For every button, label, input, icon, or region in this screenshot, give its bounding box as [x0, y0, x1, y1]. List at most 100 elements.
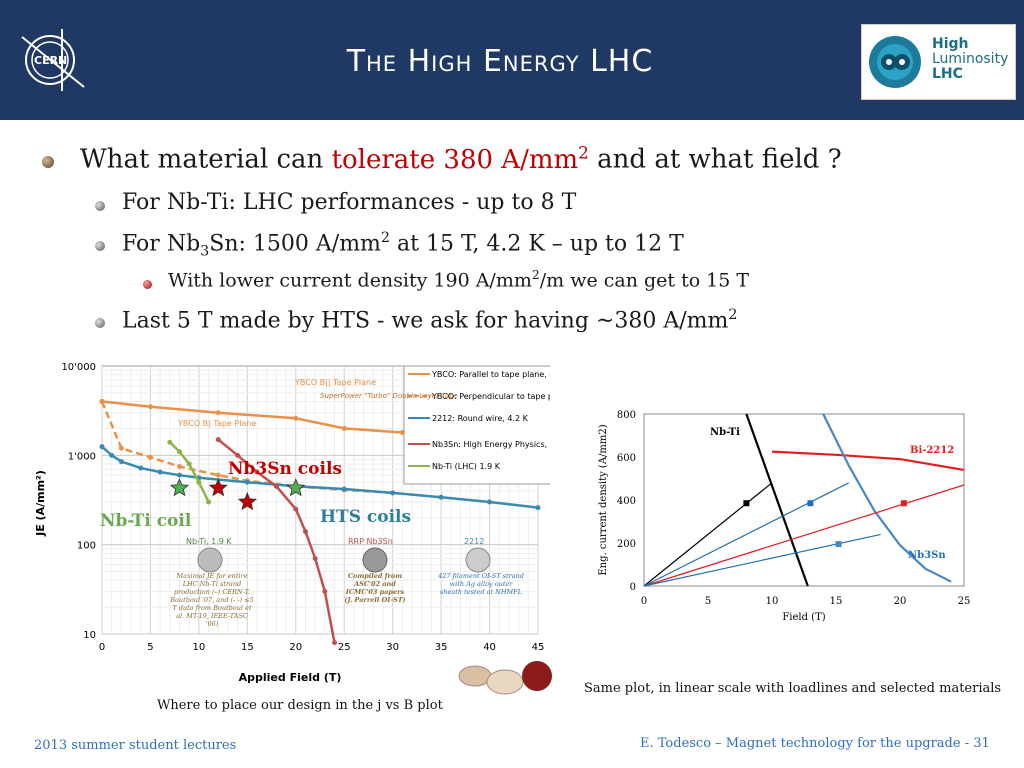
- bullet-lower-current: With lower current density 190 A/mm2/m w…: [168, 268, 750, 292]
- x-tick-label: 35: [435, 642, 448, 653]
- data-point: [341, 486, 347, 492]
- series-line-1: [100, 401, 393, 495]
- data-point: [157, 469, 163, 475]
- x-tick-label: 0: [641, 596, 647, 607]
- strand-images: [458, 661, 552, 695]
- x-tick-label: 40: [483, 642, 496, 653]
- y-tick-label: 10'000: [61, 362, 96, 373]
- hl-lhc-logo-icon: [869, 36, 921, 88]
- data-point: [215, 410, 221, 416]
- data-point: [743, 500, 750, 507]
- legend: YBCO: Parallel to tape plane, 4.2 K YBCO…: [403, 365, 550, 485]
- data-point: [487, 499, 493, 505]
- star-marker: [286, 478, 306, 497]
- bullet-nb3sn: For Nb3Sn: 1500 A/mm2 at 15 T, 4.2 K – u…: [122, 230, 684, 260]
- annotation-nbti-label: Nb-Ti, 1.9 K: [186, 537, 232, 546]
- annotation-nbti-note: Maximal JE for entire LHC Nb-Ti strand p…: [170, 572, 254, 628]
- y-tick-label: 400: [617, 496, 636, 507]
- slide-header: CERN The High Energy LHC High Luminosity…: [0, 0, 1024, 120]
- cern-logo: CERN: [21, 29, 85, 91]
- series-line-0: [745, 413, 809, 587]
- data-point: [109, 452, 115, 458]
- page-title: The High Energy LHC: [346, 44, 654, 79]
- hfm-logo: [522, 661, 552, 691]
- nbti-strand-image: [197, 547, 223, 573]
- data-point: [138, 465, 144, 471]
- legend-ybco-par: YBCO: Parallel to tape plane, 4.2 K: [431, 370, 550, 379]
- hl-lhc-logo: High Luminosity LHC: [861, 24, 1016, 100]
- data-point: [118, 459, 124, 465]
- y-tick-label: 0: [630, 582, 636, 593]
- data-point: [322, 588, 328, 594]
- x-tick-label: 10: [193, 642, 206, 653]
- annotation-nbti-coil: Nb-Ti coil: [100, 511, 192, 531]
- data-point: [196, 479, 202, 485]
- bullet-icon: [42, 156, 54, 168]
- data-point: [900, 500, 907, 507]
- chart-jvsb-log: 0 5 10 15 20 25 30 35 40 45 10 100 1'000 10'000 JE (A…: [34, 362, 550, 684]
- legend-2212: 2212: Round wire, 4.2 K: [432, 414, 529, 423]
- data-point: [535, 505, 541, 511]
- bullet-main-question: What material can tolerate 380 A/mm2 and…: [80, 142, 842, 175]
- bullet-icon: [143, 280, 152, 289]
- legend-nbti: Nb-Ti (LHC) 1.9 K: [432, 462, 501, 471]
- data-point: [177, 463, 183, 469]
- y-tick-label: 800: [617, 410, 636, 421]
- star-marker: [237, 491, 257, 511]
- data-point: [293, 415, 299, 421]
- footer-left: 2013 summer student lectures: [34, 738, 237, 753]
- x-tick-label: 25: [958, 596, 971, 607]
- series-line-0: [101, 400, 403, 434]
- x-tick-label: 15: [830, 596, 843, 607]
- data-point: [167, 439, 173, 445]
- data-point: [835, 541, 842, 548]
- series-line-5: [643, 484, 965, 587]
- series-line-3: [643, 482, 773, 587]
- annotation-nb3sn-coils: Nb3Sn coils: [228, 459, 342, 479]
- data-point: [215, 472, 221, 478]
- data-point: [438, 494, 444, 500]
- series-line-4: [643, 482, 850, 587]
- data-point: [332, 640, 338, 646]
- data-point: [312, 556, 318, 562]
- data-point: [235, 452, 241, 458]
- y-tick-label: 10: [83, 630, 96, 641]
- label-nbti: Nb-Ti: [710, 427, 740, 438]
- chart-jvsb-linear: 0 5 10 15 20 25 0 200 400 600 800 Eng. current den…: [598, 410, 971, 623]
- x-tick-label: 5: [147, 642, 153, 653]
- cern-logo-text: CERN: [34, 54, 67, 67]
- annotation-ybco-par: YBCO B|| Tape Plane: [294, 378, 376, 387]
- nb3sn-strand-image: [362, 547, 388, 573]
- legend-nb3sn: Nb3Sn: High Energy Physics, 4.2 K: [432, 440, 550, 449]
- x-tick-label: 30: [386, 642, 399, 653]
- x-tick-label: 20: [894, 596, 907, 607]
- plot-area: [643, 413, 965, 587]
- x-axis-label: Applied Field (T): [239, 671, 342, 684]
- data-point: [254, 469, 260, 475]
- strand-image: [458, 665, 492, 687]
- x-tick-label: 15: [241, 642, 254, 653]
- data-point: [390, 490, 396, 496]
- y-tick-label: 100: [77, 541, 96, 552]
- label-bi2212: Bi-2212: [910, 445, 954, 456]
- caption-right: Same plot, in linear scale with loadline…: [584, 681, 1002, 696]
- bullet-icon: [95, 318, 105, 328]
- x-tick-label: 20: [289, 642, 302, 653]
- data-point: [293, 506, 299, 512]
- star-marker: [170, 478, 190, 497]
- series-line-1: [771, 450, 965, 471]
- annotation-ybco-perp: YBCO B| Tape Plane: [177, 419, 256, 428]
- x-tick-label: 25: [338, 642, 351, 653]
- data-point: [118, 445, 124, 451]
- y-tick-label: 1'000: [68, 451, 96, 462]
- x-tick-label: 0: [99, 642, 105, 653]
- star-marker: [208, 478, 228, 497]
- x-axis-label: Field (T): [782, 612, 825, 623]
- footer-right: E. Todesco – Magnet technology for the u…: [640, 736, 990, 751]
- data-point: [99, 444, 105, 450]
- data-point: [341, 425, 347, 431]
- annotation-superpower: SuperPower "Turbo" Double Layer Tape: [320, 392, 458, 400]
- annotation-rrp-label: RRP Nb3Sn: [348, 537, 393, 546]
- data-point: [273, 483, 279, 489]
- x-tick-label: 5: [705, 596, 711, 607]
